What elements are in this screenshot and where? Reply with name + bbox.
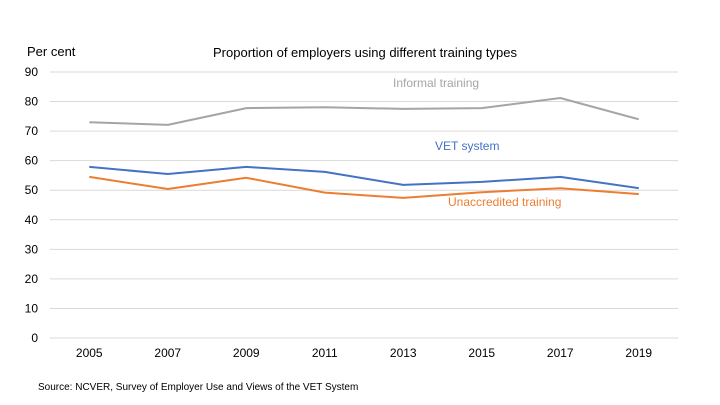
y-tick-label: 70 [25, 124, 39, 138]
x-tick-label: 2007 [154, 346, 181, 360]
series-label-informal-training: Informal training [393, 76, 479, 90]
y-tick-label: 50 [25, 183, 39, 197]
x-tick-label: 2015 [468, 346, 495, 360]
y-tick-label: 40 [25, 213, 39, 227]
x-tick-label: 2009 [233, 346, 260, 360]
series-line-vet-system [89, 165, 639, 190]
y-tick-label: 20 [25, 272, 39, 286]
y-axis-label: Per cent [27, 44, 76, 59]
y-tick-label: 60 [25, 154, 39, 168]
y-tick-label: 90 [25, 65, 39, 79]
x-tick-label: 2005 [76, 346, 103, 360]
x-tick-label: 2013 [390, 346, 417, 360]
chart-title: Proportion of employers using different … [213, 45, 517, 60]
x-tick-label: 2011 [312, 346, 338, 360]
series-label-vet-system: VET system [435, 139, 499, 153]
series-line-informal-training [89, 97, 640, 126]
y-tick-label: 30 [25, 242, 39, 256]
x-tick-label: 2017 [547, 346, 574, 360]
series-label-unaccredited-training: Unaccredited training [448, 195, 561, 209]
x-tick-label: 2019 [625, 346, 652, 360]
y-tick-label: 80 [25, 95, 39, 109]
y-tick-label: 0 [31, 331, 38, 345]
y-tick-label: 10 [25, 301, 39, 315]
source-note: Source: NCVER, Survey of Employer Use an… [38, 382, 358, 393]
series-line-unaccredited-training [89, 175, 639, 199]
